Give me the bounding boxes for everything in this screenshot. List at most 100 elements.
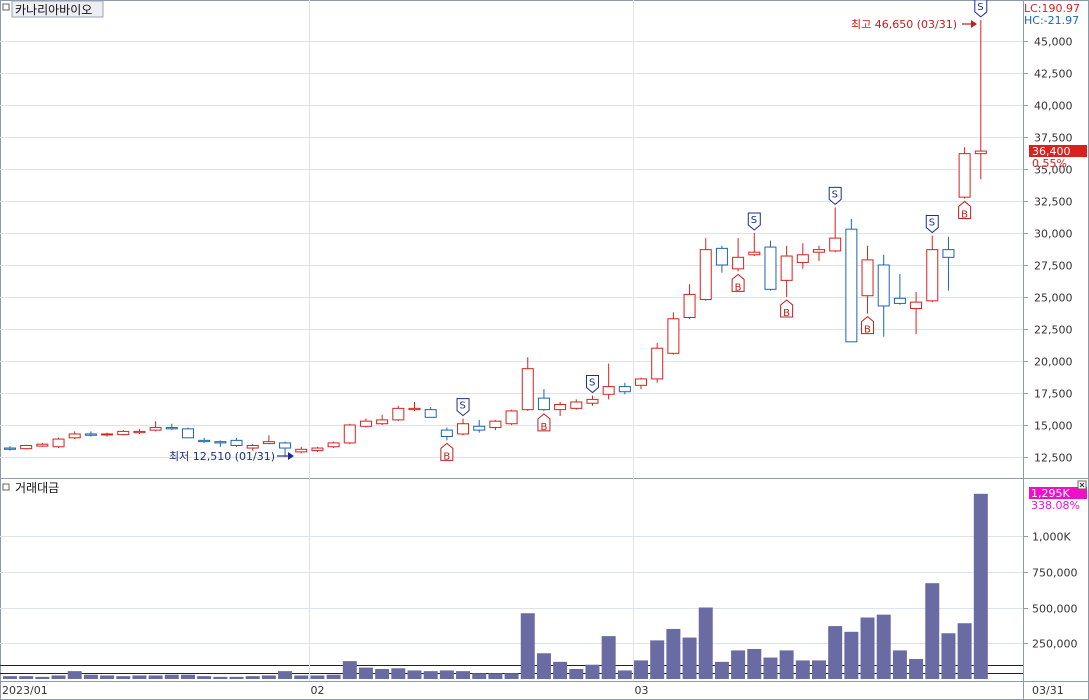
price-tick-label: 17,500 [1034, 388, 1073, 401]
volume-bar [116, 676, 131, 679]
price-tick-label: 27,500 [1034, 260, 1073, 273]
candle-body [505, 410, 518, 425]
volume-bar [407, 670, 422, 679]
candle-body [942, 249, 955, 258]
volume-bar [682, 637, 697, 679]
buy-signal-label: B [783, 308, 790, 319]
high-arrowhead-icon [971, 20, 977, 28]
symbol-name[interactable]: 카나리아바이오 [15, 3, 92, 17]
last-price-tag: 36,400 0.55% [1029, 145, 1087, 170]
volume-bar [132, 675, 147, 679]
low-arrowhead-icon [288, 452, 294, 460]
volume-bar [310, 675, 325, 679]
volume-bar [828, 626, 843, 679]
candle-body [521, 368, 534, 411]
sell-signal-label: S [977, 2, 983, 13]
candle-body [618, 386, 631, 393]
candle-body [424, 409, 437, 418]
volume-bar [909, 658, 924, 679]
sell-signal-label: S [751, 215, 757, 226]
volume-bar [634, 660, 649, 679]
volume-bar [180, 674, 195, 679]
volume-bar [860, 617, 875, 679]
volume-bar [35, 676, 50, 679]
volume-bar [100, 675, 115, 679]
volume-bar [876, 614, 891, 679]
candle-body [586, 398, 599, 404]
candle-body [149, 427, 162, 431]
sell-signal-icon [828, 186, 842, 206]
volume-bar [585, 664, 600, 679]
candle-body [926, 249, 939, 302]
candle-body [165, 427, 178, 430]
hc-indicator: HC:-21.97 [1024, 14, 1079, 27]
volume-bar [67, 671, 82, 679]
sell-signal-label: S [460, 401, 466, 412]
volume-bar [148, 675, 163, 679]
candle-body [699, 249, 712, 301]
high-note: 최고 46,650 (03/31) [851, 18, 957, 31]
volume-tick-label: 250,000 [1032, 638, 1078, 651]
low-annotation: 최저 12,510 (01/31) [169, 450, 294, 463]
candle-body [68, 433, 81, 439]
panel-toggle-icon[interactable] [2, 3, 10, 11]
volume-bar [779, 650, 794, 679]
candle-body [262, 441, 275, 445]
lc-indicator: LC:190.97 [1024, 2, 1080, 15]
price-panel-header: 카나리아바이오 LC:190.97 HC:-21.97 [2, 0, 1080, 27]
volume-bar [83, 674, 98, 679]
buy-signal-icon [440, 442, 454, 461]
candle-body [974, 150, 987, 155]
volume-bar [536, 653, 551, 679]
price-tick-label: 32,500 [1034, 196, 1073, 209]
candle-body [392, 407, 405, 421]
candle-body [796, 254, 809, 263]
last-volume-change: 338.08% [1031, 499, 1080, 512]
candle-body [230, 439, 243, 446]
high-annotation: 최고 46,650 (03/31) [851, 18, 977, 31]
volume-bar [957, 623, 972, 679]
volume-bar [164, 674, 179, 679]
volume-bar [617, 670, 632, 679]
volume-bar [456, 671, 471, 679]
symbol-box[interactable] [11, 0, 104, 18]
volume-bar [601, 636, 616, 679]
volume-bar [19, 676, 34, 679]
volume-bar [439, 670, 454, 679]
volume-bar [261, 675, 276, 679]
panel-toggle-icon[interactable] [2, 483, 10, 491]
candle-body [327, 442, 340, 448]
candle-body [133, 430, 146, 434]
volume-bar [714, 661, 729, 679]
sell-signal-label: S [589, 378, 595, 389]
candle-body [408, 407, 421, 411]
candle-body [198, 439, 211, 443]
price-tick-label: 22,500 [1034, 324, 1073, 337]
candle-body [489, 420, 502, 429]
price-tick-label: 12,500 [1034, 452, 1073, 465]
candle-body [829, 237, 842, 252]
candle-body [813, 249, 825, 253]
price-tick-label: 42,500 [1034, 68, 1073, 81]
close-x-icon[interactable] [1079, 482, 1085, 488]
volume-bar [375, 668, 390, 679]
volume-bar [666, 628, 681, 679]
candle-body [683, 293, 696, 318]
volume-bar [650, 640, 665, 679]
candle-body [101, 433, 114, 436]
price-tick-label: 37,500 [1034, 132, 1073, 145]
x-tick-label: 02 [311, 684, 325, 697]
sell-signal-icon [747, 212, 761, 231]
price-tick-label: 15,000 [1034, 420, 1073, 433]
volume-bar [342, 661, 357, 679]
buy-signal-label: B [443, 451, 450, 462]
buy-signal-icon [861, 315, 875, 335]
last-volume: 1,295K [1031, 487, 1070, 500]
candle-body [457, 423, 470, 435]
candle-body [780, 255, 793, 281]
candle-body [570, 401, 583, 409]
candle-body [214, 441, 227, 444]
candle-body [52, 438, 65, 448]
